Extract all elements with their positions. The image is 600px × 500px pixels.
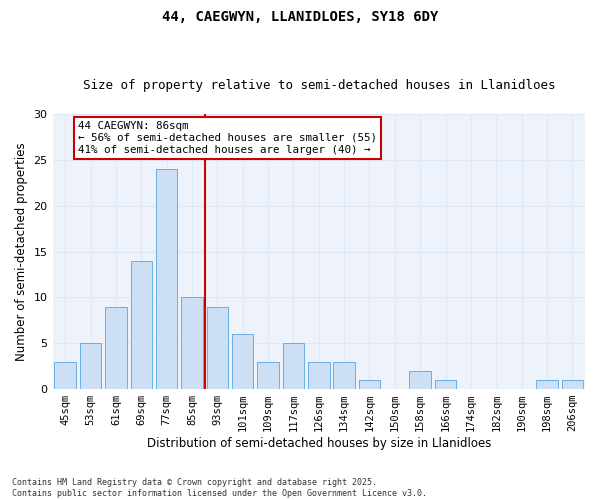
Bar: [334, 362, 355, 389]
Bar: [283, 343, 304, 389]
Bar: [156, 169, 178, 389]
Text: 44, CAEGWYN, LLANIDLOES, SY18 6DY: 44, CAEGWYN, LLANIDLOES, SY18 6DY: [162, 10, 438, 24]
Bar: [80, 343, 101, 389]
Title: Size of property relative to semi-detached houses in Llanidloes: Size of property relative to semi-detach…: [83, 79, 555, 92]
Bar: [308, 362, 329, 389]
Bar: [435, 380, 457, 389]
Bar: [206, 306, 228, 389]
Bar: [257, 362, 279, 389]
Bar: [359, 380, 380, 389]
Bar: [131, 260, 152, 389]
Text: Contains HM Land Registry data © Crown copyright and database right 2025.
Contai: Contains HM Land Registry data © Crown c…: [12, 478, 427, 498]
Bar: [409, 370, 431, 389]
Bar: [562, 380, 583, 389]
Y-axis label: Number of semi-detached properties: Number of semi-detached properties: [15, 142, 28, 361]
Bar: [105, 306, 127, 389]
X-axis label: Distribution of semi-detached houses by size in Llanidloes: Distribution of semi-detached houses by …: [146, 437, 491, 450]
Bar: [55, 362, 76, 389]
Bar: [232, 334, 253, 389]
Bar: [536, 380, 558, 389]
Text: 44 CAEGWYN: 86sqm
← 56% of semi-detached houses are smaller (55)
41% of semi-det: 44 CAEGWYN: 86sqm ← 56% of semi-detached…: [78, 122, 377, 154]
Bar: [181, 298, 203, 389]
